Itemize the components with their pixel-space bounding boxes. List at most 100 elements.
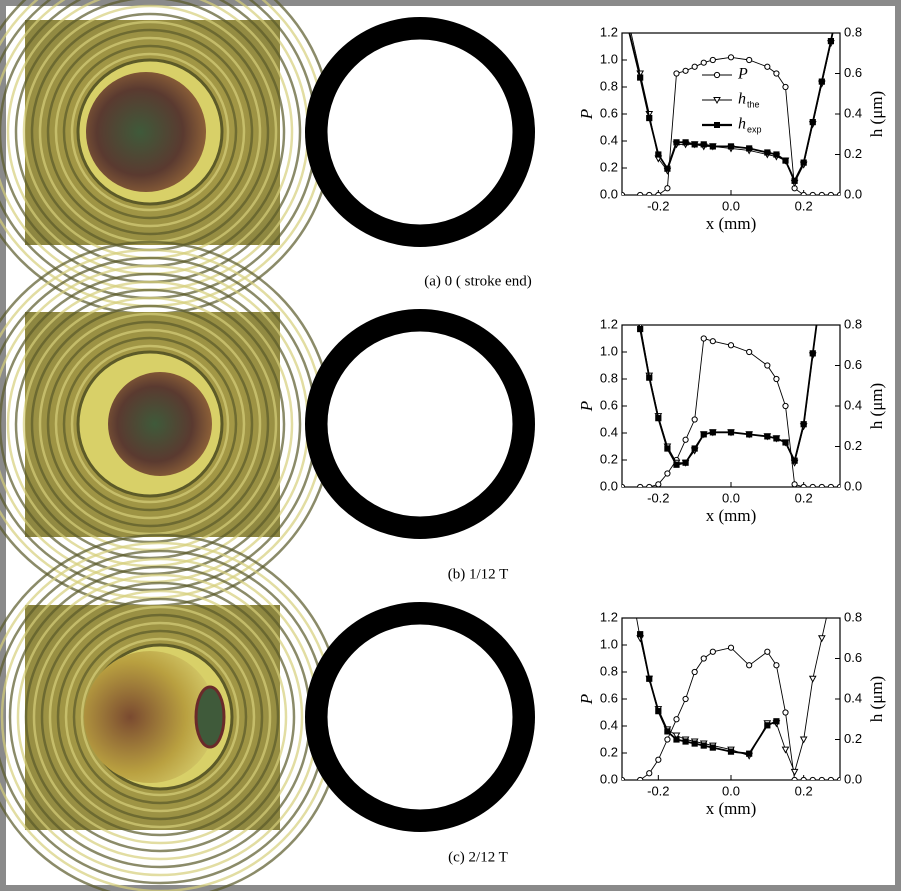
marker <box>673 736 680 743</box>
panel-images <box>0 0 535 316</box>
fringe <box>22 296 278 552</box>
fringe <box>48 605 272 829</box>
x-axis-label: x (mm) <box>706 506 757 525</box>
y-tick-label: 0.2 <box>600 451 618 466</box>
marker <box>809 191 816 195</box>
contour-rim-inner <box>324 328 516 520</box>
marker <box>727 143 735 150</box>
x-tick-label: 0.0 <box>722 783 740 798</box>
chart: -0.2 0.0 0.2 0.0 0.2 0.4 0.6 0.8 1.0 1.2 0.0 0.2 0.4… <box>577 201 886 525</box>
contact <box>86 72 206 192</box>
marker <box>827 191 835 195</box>
caption: (c) 2/12 T <box>448 849 508 865</box>
marker <box>764 648 771 655</box>
x-tick-label: -0.2 <box>647 490 669 505</box>
marker <box>646 770 653 777</box>
y-tick-label: 0.0 <box>600 771 618 786</box>
marker <box>622 191 626 195</box>
marker <box>672 732 681 740</box>
marker <box>817 635 826 643</box>
marker <box>837 201 843 207</box>
y2-tick-label: 0.0 <box>844 186 862 201</box>
chart: -0.2 0.0 0.2 0.0 0.2 0.4 0.6 0.8 1.0 1.2 0.0 0.2 0.4… <box>577 535 886 818</box>
y2-axis-label: h (μm) <box>867 383 886 429</box>
fringe <box>6 280 294 568</box>
marker <box>800 483 807 487</box>
marker <box>818 776 825 780</box>
fringe <box>24 581 296 853</box>
marker <box>664 728 671 735</box>
marker <box>836 191 840 195</box>
y-tick-label: 0.8 <box>600 663 618 678</box>
series-line <box>628 33 834 183</box>
legend-label: h <box>738 91 746 108</box>
marker <box>619 535 625 541</box>
legend-marker <box>714 122 720 128</box>
marker <box>622 776 626 780</box>
fringe <box>64 621 256 813</box>
marker <box>828 242 834 248</box>
y2-tick-label: 0.6 <box>844 65 862 80</box>
marker <box>773 151 780 158</box>
marker <box>664 445 671 452</box>
marker <box>646 374 653 381</box>
x-axis-label: x (mm) <box>706 799 757 818</box>
marker <box>637 631 644 638</box>
legend-label: h <box>738 116 746 133</box>
marker <box>764 722 771 729</box>
fringe <box>62 336 238 512</box>
marker <box>691 668 698 676</box>
marker <box>837 201 842 206</box>
marker <box>781 746 790 754</box>
y-tick-label: 1.0 <box>600 343 618 358</box>
marker <box>764 362 771 369</box>
marker <box>746 662 753 669</box>
y-tick-label: 0.2 <box>600 159 618 174</box>
x-tick-label: 0.0 <box>722 490 740 505</box>
legend-label-sub: exp <box>747 124 762 134</box>
marker <box>773 662 780 669</box>
y-tick-label: 0.6 <box>600 397 618 412</box>
marker <box>673 461 680 468</box>
marker <box>764 149 771 156</box>
marker <box>782 157 789 164</box>
marker <box>727 342 735 349</box>
marker <box>773 435 780 442</box>
x-tick-label: -0.2 <box>647 783 669 798</box>
fringe <box>72 629 248 805</box>
fringe <box>14 288 286 560</box>
contour-disc <box>326 38 514 226</box>
legend-marker <box>713 71 721 79</box>
marker <box>836 776 840 780</box>
y2-tick-label: 0.2 <box>844 146 862 161</box>
marker <box>646 114 653 122</box>
x-tick-label: 0.0 <box>722 198 740 213</box>
marker <box>799 736 808 744</box>
fringe <box>46 320 254 528</box>
y2-axis-label: h (μm) <box>867 676 886 722</box>
marker <box>709 338 716 345</box>
y-tick-label: 0.4 <box>600 717 618 732</box>
marker <box>709 744 716 751</box>
marker <box>809 483 816 487</box>
y-tick-label: 0.0 <box>600 186 618 201</box>
y-tick-label: 0.6 <box>600 690 618 705</box>
marker <box>827 483 835 487</box>
marker <box>727 748 735 755</box>
marker <box>673 716 680 723</box>
y2-tick-label: 0.0 <box>844 478 862 493</box>
y2-tick-label: 0.4 <box>844 397 862 412</box>
caption: (a) 0 ( stroke end) <box>424 273 531 289</box>
marker <box>836 483 840 487</box>
marker <box>637 483 644 487</box>
marker <box>655 191 662 195</box>
marker <box>622 483 626 487</box>
y-tick-label: 1.2 <box>600 316 618 331</box>
marker <box>809 119 816 126</box>
marker <box>818 191 825 195</box>
x-tick-label: 0.2 <box>795 783 813 798</box>
marker <box>764 63 771 70</box>
marker <box>637 74 644 81</box>
marker <box>673 139 680 146</box>
y2-tick-label: 0.2 <box>844 731 862 746</box>
